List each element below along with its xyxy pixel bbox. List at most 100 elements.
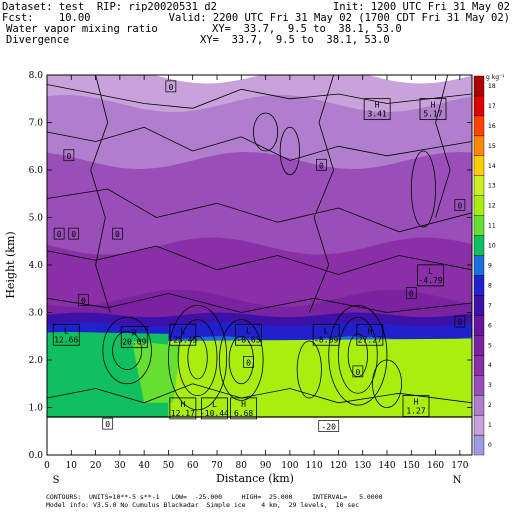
label-box — [316, 158, 327, 171]
contour-value: 0 — [81, 297, 86, 306]
minimum-label: L-8.89 — [312, 323, 340, 346]
extremum-letter: H — [241, 400, 246, 409]
extremum-value: 3.41 — [368, 110, 387, 119]
contour-value: 0 — [409, 290, 414, 299]
label-box — [112, 227, 123, 240]
extremum-letter: L — [324, 326, 329, 335]
contour-value: 0 — [115, 230, 120, 239]
extremum-letter: L — [212, 400, 217, 409]
extremum-letter: H — [367, 326, 372, 335]
contour-line — [308, 75, 335, 313]
contour-line — [177, 319, 218, 397]
colorbar-swatch — [473, 175, 485, 196]
contour-line — [410, 150, 436, 228]
contour-value: 0 — [319, 161, 324, 170]
colorbar-swatch — [473, 135, 485, 156]
contour-value: 0 — [57, 230, 62, 239]
x-tick-label: 50 — [163, 461, 175, 471]
contour-line — [338, 316, 378, 394]
contour-line — [279, 126, 300, 176]
maximum-label: H27.27 — [356, 323, 384, 346]
x-tick-label: 70 — [211, 461, 223, 471]
colorbar-swatch — [473, 375, 485, 396]
contour-value-label: 0 — [68, 227, 80, 240]
colorbar-level-label: 9 — [488, 263, 492, 270]
field-band-level-8-edge — [47, 326, 472, 334]
y-tick-label: 4.0 — [29, 261, 44, 271]
contour-value-label: 0 — [352, 365, 364, 378]
x-tick-label: 160 — [427, 461, 444, 471]
contour-value-label: 0 — [112, 227, 123, 240]
contour-line — [112, 331, 143, 370]
contour-line — [187, 335, 208, 380]
x-tick-label: 30 — [114, 461, 126, 471]
maximum-label: H5.17 — [419, 98, 447, 121]
colorbar-level-label: 16 — [488, 123, 496, 130]
minimum-label: L-10.44 — [200, 397, 229, 420]
x-tick-label: 150 — [403, 461, 420, 471]
extremum-letter: H — [431, 101, 436, 110]
colorbar-unit: g kg⁻¹ — [486, 74, 505, 81]
colorbar-level-label: 14 — [488, 163, 496, 170]
colorbar-swatch — [473, 235, 485, 256]
colorbar-level-label: 15 — [488, 143, 496, 150]
contour-value: 0 — [355, 368, 360, 377]
endpoint-right: N — [453, 475, 462, 486]
field-name-shaded: Water vapor mixing ratio — [6, 23, 158, 35]
y-axis-label: Height (km) — [4, 231, 17, 298]
extremum-letter: H — [132, 329, 137, 338]
extremum-value: 1.27 — [406, 407, 425, 416]
label-box — [52, 323, 80, 346]
label-box — [102, 417, 114, 430]
minimum-label: L-8.63 — [235, 323, 262, 346]
colorbar-swatch — [473, 155, 485, 176]
x-tick-label: 0 — [44, 461, 50, 471]
contour-info: CONTOURS: UNITS=10**-5 s**-1 LOW= -25.00… — [46, 493, 383, 501]
init-time: Init: 1200 UTC Fri 31 May 02 — [332, 1, 510, 13]
contour-line — [102, 316, 152, 385]
y-axis: 0.0 1.0 2.0 3.0 4.0 5.0 6.0 7.0 8.0 — [29, 71, 472, 461]
contour-value: -20 — [321, 423, 336, 432]
colorbar-level-label: 11 — [488, 223, 496, 230]
contour-line — [253, 112, 279, 152]
extremum-value: -25.45 — [168, 335, 197, 344]
extremum-letter: H — [180, 400, 185, 409]
y-tick-label: 2.0 — [29, 356, 44, 366]
x-tick-label: 140 — [378, 461, 395, 471]
contour-line — [47, 126, 472, 161]
colorbar-level-label: 3 — [488, 382, 492, 389]
extremum-value: -8.63 — [236, 335, 260, 344]
endpoint-left: S — [53, 475, 60, 486]
contour-line — [47, 293, 472, 313]
extremum-letter: H — [375, 101, 380, 110]
extremum-value: -8.89 — [314, 335, 338, 344]
contour-line — [168, 304, 228, 411]
label-box — [230, 397, 257, 420]
contour-line — [219, 319, 264, 401]
field-name-contour: Divergence — [6, 34, 70, 46]
contour-value-label: -20 — [318, 420, 340, 432]
extremum-letter: L — [428, 267, 433, 276]
extremum-value: 5.17 — [423, 110, 442, 119]
extremum-value: -10.44 — [200, 409, 229, 418]
colorbar-level-label: 2 — [488, 402, 492, 409]
colorbar-level-label: 6 — [488, 322, 492, 329]
contour-value-label: 0 — [405, 287, 417, 299]
label-box — [417, 264, 444, 287]
contour-value-label: 0 — [78, 294, 89, 306]
contour-line — [47, 188, 472, 233]
colorbar-swatch — [473, 335, 485, 356]
contour-value: 0 — [457, 318, 462, 327]
colorbar-swatch — [473, 295, 485, 316]
minimum-label: L-25.45 — [168, 323, 197, 346]
colorbar-swatch — [473, 315, 485, 336]
maximum-label: H3.41 — [363, 98, 391, 121]
x-tick-label: 40 — [138, 461, 150, 471]
x-tick-label: 20 — [90, 461, 102, 471]
extremum-value: 12.66 — [54, 335, 78, 344]
y-tick-label: 3.0 — [29, 309, 44, 319]
contour-value-label: 0 — [63, 149, 75, 162]
colorbar-level-label: 5 — [488, 342, 492, 349]
